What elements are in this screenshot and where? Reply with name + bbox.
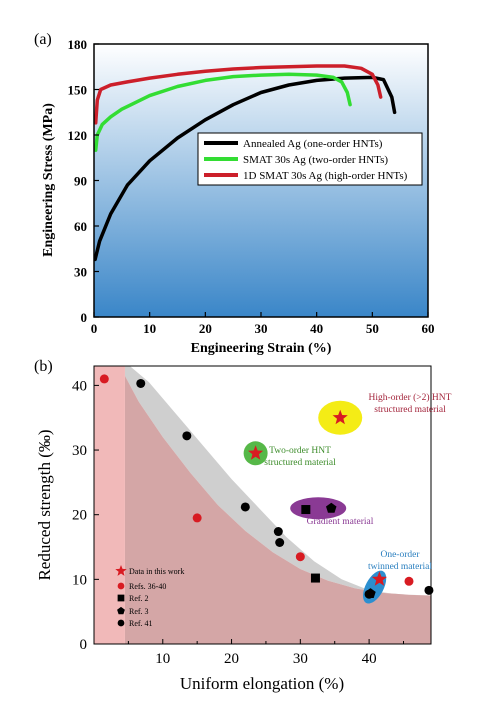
annotation-3: twinned material [368, 562, 432, 572]
y-tick-label: 20 [72, 508, 87, 524]
data-point-1 [404, 576, 414, 586]
legend-label-ref-2: Ref. 2 [129, 594, 149, 603]
data-point-2 [301, 505, 311, 515]
annotation-0: High-order (>2) HNT [369, 392, 452, 403]
annotation-2: Gradient material [307, 517, 374, 527]
y-tick-label: 40 [72, 378, 87, 394]
highlight-gradient [290, 497, 347, 520]
panel-b-frame [93, 365, 432, 645]
y-tick-label: 180 [68, 37, 88, 52]
panel-b-legend: Data in this work Refs. 36-40 Ref. 2 Ref… [115, 565, 184, 628]
legend-marker-1 [117, 582, 125, 590]
panel-a-xlabel: Engineering Strain (%) [191, 341, 332, 356]
x-tick-label: 40 [362, 651, 377, 667]
legend-marker-0 [115, 565, 127, 576]
x-tick-label: 30 [293, 651, 308, 667]
data-point-4 [273, 527, 283, 537]
legend-label-1dsmat: 1D SMAT 30s Ag (high-order HNTs) [243, 170, 408, 182]
legend-label-smat: SMAT 30s Ag (two-order HNTs) [243, 154, 388, 166]
x-tick-label: 0 [91, 321, 98, 336]
x-tick-label: 10 [143, 321, 156, 336]
panel-a-label: (a) [34, 31, 52, 48]
data-point-4 [275, 537, 285, 547]
x-tick-label: 50 [366, 321, 379, 336]
panel-b: (b) 10 20 30 40 0 10 20 30 40 Uniform elongation… [34, 358, 452, 693]
y-tick-label: 30 [74, 265, 87, 280]
data-point-1 [192, 513, 202, 523]
panel-a-legend: Annealed Ag (one-order HNTs) SMAT 30s Ag… [197, 132, 423, 186]
data-point-3 [326, 502, 337, 513]
y-tick-label: 30 [72, 443, 87, 459]
panel-b-xlabel: Uniform elongation (%) [180, 674, 344, 693]
legend-marker-2 [117, 594, 125, 602]
pink-band [94, 366, 125, 644]
series-line-1 [94, 72, 352, 152]
data-point-0 [371, 571, 387, 586]
series-line-2 [94, 64, 383, 125]
data-point-0 [248, 445, 264, 460]
legend-label-this-work: Data in this work [129, 567, 184, 576]
y-tick-label: 0 [81, 310, 88, 325]
legend-marker-4 [117, 619, 125, 627]
panel-b-label: (b) [34, 358, 53, 375]
annotation-1: structured material [264, 458, 336, 468]
y-tick-label: 150 [68, 83, 88, 98]
x-tick-label: 20 [199, 321, 212, 336]
data-point-2 [310, 573, 320, 583]
series-line-0 [94, 75, 397, 262]
legend-label-ref-41: Ref. 41 [129, 619, 153, 628]
grey-band [124, 366, 431, 596]
data-point-0 [332, 409, 348, 425]
data-point-4 [240, 502, 250, 512]
legend-label-annealed: Annealed Ag (one-order HNTs) [243, 138, 383, 150]
annotation-1: Two-order HNT [269, 446, 331, 456]
legend-label-refs-36-40: Refs. 36-40 [129, 582, 166, 591]
y-tick-label: 90 [74, 174, 87, 189]
panel-a-ylabel: Engineering Stress (MPa) [41, 103, 56, 257]
panel-b-ylabel: Reduced strength (‰) [35, 429, 54, 580]
y-tick-label: 120 [68, 128, 88, 143]
annotation-0: structured material [374, 405, 446, 415]
data-point-1 [295, 552, 305, 562]
data-point-1 [99, 374, 109, 384]
data-point-4 [136, 378, 146, 388]
data-point-4 [424, 585, 434, 595]
legend-marker-3 [117, 606, 125, 615]
legend-label-ref-3: Ref. 3 [129, 607, 149, 616]
y-tick-label: 60 [74, 219, 87, 234]
red-band [124, 366, 431, 644]
x-tick-label: 30 [255, 321, 268, 336]
y-tick-label: 10 [72, 572, 87, 588]
x-tick-label: 20 [224, 651, 239, 667]
x-tick-label: 60 [422, 321, 435, 336]
annotation-3: One-order [380, 550, 420, 560]
panel-a: (a) 0 10 20 30 40 50 60 0 30 60 90 120 150 180 Engine… [34, 31, 435, 356]
x-tick-label: 40 [310, 321, 323, 336]
x-tick-label: 10 [155, 651, 170, 667]
data-point-4 [364, 589, 374, 599]
data-point-4 [182, 431, 192, 441]
y-tick-label: 0 [80, 637, 88, 653]
